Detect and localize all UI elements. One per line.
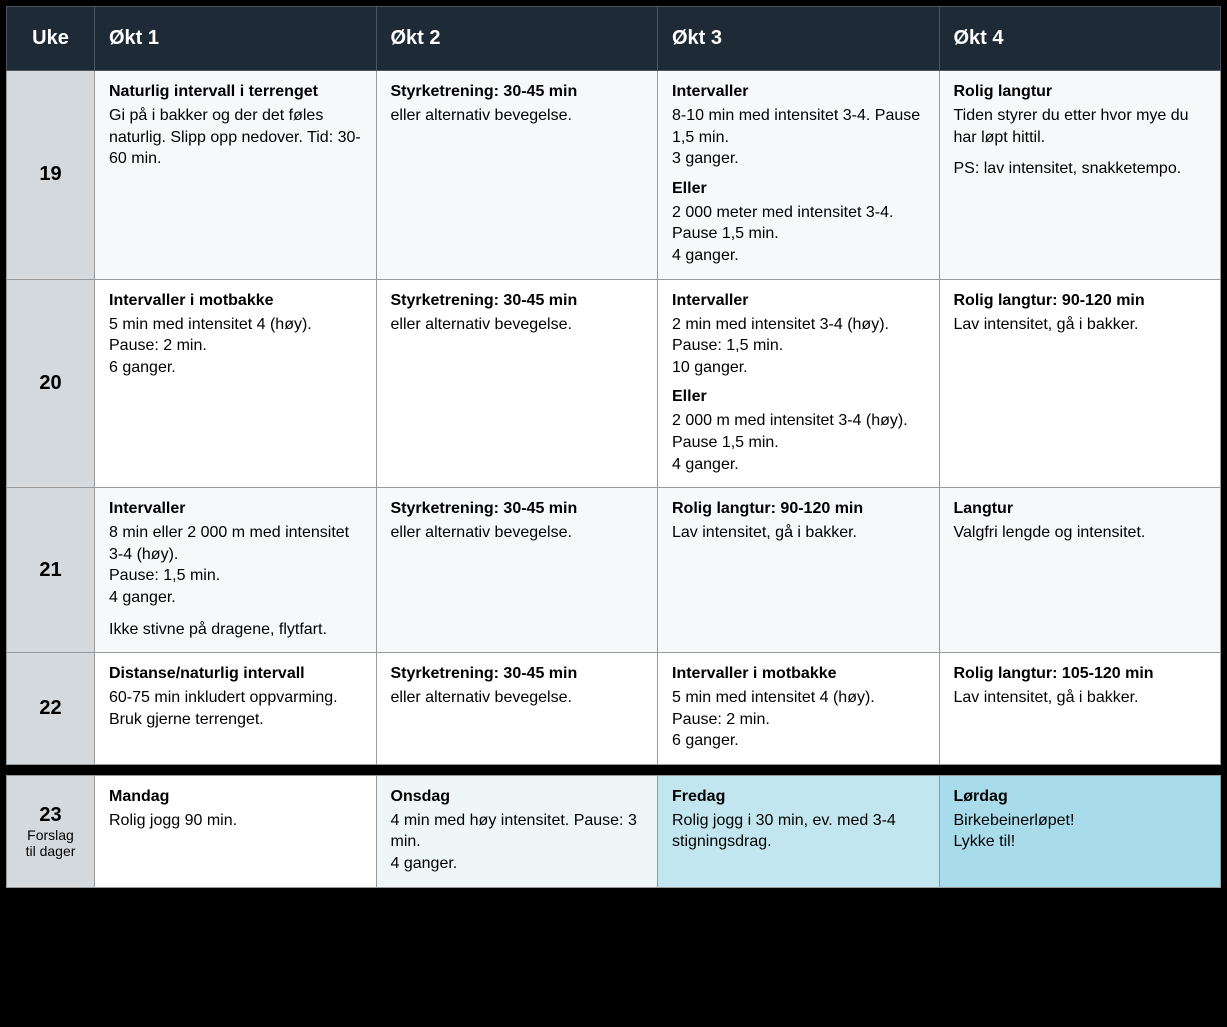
footer-cell-3: Fredag Rolig jogg i 30 min, ev. med 3-4 … (658, 775, 940, 887)
session-cell: Styrketrening: 30-45 min eller alternativ… (376, 71, 658, 280)
footer-c2-body: 4 min med høy intensitet. Pause: 3 min.4… (391, 810, 644, 875)
table-row: 21 Intervaller 8 min eller 2 000 m med int… (7, 488, 1221, 653)
cell-body: eller alternativ bevegelse. (391, 314, 644, 336)
session-cell: Intervaller 8 min eller 2 000 m med inten… (95, 488, 377, 653)
cell-body: eller alternativ bevegelse. (391, 522, 644, 544)
cell-body: Lav intensitet, gå i bakker. (672, 522, 925, 544)
cell-body: Valgfri lengde og intensitet. (954, 522, 1207, 544)
cell-body: eller alternativ bevegelse. (391, 105, 644, 127)
cell-title: Distanse/naturlig intervall (109, 665, 362, 683)
footer-cell-4: Lørdag Birkebeinerløpet!Lykke til! (939, 775, 1221, 887)
header-week: Uke (7, 7, 95, 71)
session-cell: Intervaller 8-10 min med intensitet 3-4. … (658, 71, 940, 280)
week-cell: 20 (7, 279, 95, 488)
session-cell: Styrketrening: 30-45 min eller alternativ… (376, 279, 658, 488)
cell-title: Rolig langtur: 90-120 min (954, 292, 1207, 310)
footer-week-cell: 23 Forslag til dager (7, 775, 95, 887)
cell-body: 8 min eller 2 000 m med intensitet 3-4 (… (109, 522, 362, 608)
cell-title: Rolig langtur: 105-120 min (954, 665, 1207, 683)
header-row: Uke Økt 1 Økt 2 Økt 3 Økt 4 (7, 7, 1221, 71)
cell-title: Intervaller (672, 292, 925, 310)
header-session-3: Økt 3 (658, 7, 940, 71)
training-plan-footer-table: 23 Forslag til dager Mandag Rolig jogg 9… (6, 775, 1221, 888)
footer-c3-title: Fredag (672, 788, 925, 806)
header-session-4: Økt 4 (939, 7, 1221, 71)
session-cell: Intervaller 2 min med intensitet 3-4 (høy… (658, 279, 940, 488)
footer-c1-title: Mandag (109, 788, 362, 806)
session-cell: Styrketrening: 30-45 min eller alternativ… (376, 653, 658, 765)
session-cell: Langtur Valgfri lengde og intensitet. (939, 488, 1221, 653)
footer-week-number: 23 (39, 804, 61, 826)
cell-body: 8-10 min med intensitet 3-4. Pause 1,5 m… (672, 105, 925, 170)
cell-body: 5 min med intensitet 4 (høy). Pause: 2 m… (672, 687, 925, 752)
session-cell: Styrketrening: 30-45 min eller alternativ… (376, 488, 658, 653)
cell-title: Styrketrening: 30-45 min (391, 292, 644, 310)
footer-cell-1: Mandag Rolig jogg 90 min. (95, 775, 377, 887)
session-cell: Naturlig intervall i terrenget Gi på i ba… (95, 71, 377, 280)
cell-title: Intervaller i motbakke (109, 292, 362, 310)
training-plan-table: Uke Økt 1 Økt 2 Økt 3 Økt 4 19Naturlig i… (6, 6, 1221, 765)
cell-sub-label: Eller (672, 388, 925, 406)
cell-title: Rolig langtur (954, 83, 1207, 101)
cell-body: 5 min med intensitet 4 (høy). Pause: 2 m… (109, 314, 362, 379)
cell-body: 2 min med intensitet 3-4 (høy). Pause: 1… (672, 314, 925, 379)
cell-title: Styrketrening: 30-45 min (391, 500, 644, 518)
footer-week-note: Forslag til dager (21, 827, 80, 859)
cell-extra: Ikke stivne på dragene, flytfart. (109, 619, 362, 641)
footer-c4-title: Lørdag (954, 788, 1207, 806)
header-session-2: Økt 2 (376, 7, 658, 71)
footer-cell-2: Onsdag 4 min med høy intensitet. Pause: … (376, 775, 658, 887)
cell-title: Intervaller (109, 500, 362, 518)
session-cell: Intervaller i motbakke 5 min med intensit… (658, 653, 940, 765)
table-row: 22 Distanse/naturlig intervall 60-75 min i… (7, 653, 1221, 765)
cell-extra: PS: lav intensitet, snakketempo. (954, 158, 1207, 180)
session-cell: Intervaller i motbakke 5 min med intensit… (95, 279, 377, 488)
cell-body: Tiden styrer du etter hvor mye du har lø… (954, 105, 1207, 148)
footer-c2-title: Onsdag (391, 788, 644, 806)
cell-title: Langtur (954, 500, 1207, 518)
table-row: 19 Naturlig intervall i terrenget Gi på i … (7, 71, 1221, 280)
cell-sub-body: 2 000 meter med intensitet 3-4. Pause 1,… (672, 202, 925, 267)
week-cell: 19 (7, 71, 95, 280)
cell-title: Rolig langtur: 90-120 min (672, 500, 925, 518)
cell-body: Lav intensitet, gå i bakker. (954, 687, 1207, 709)
week-cell: 22 (7, 653, 95, 765)
footer-c1-body: Rolig jogg 90 min. (109, 810, 362, 832)
cell-title: Intervaller (672, 83, 925, 101)
table-row: 20 Intervaller i motbakke 5 min med intens… (7, 279, 1221, 488)
cell-sub-body: 2 000 m med intensitet 3-4 (høy). Pause … (672, 410, 925, 475)
footer-c3-body: Rolig jogg i 30 min, ev. med 3-4 stignin… (672, 810, 925, 853)
header-session-1: Økt 1 (95, 7, 377, 71)
cell-body: 60-75 min inkludert oppvarming. Bruk gje… (109, 687, 362, 730)
cell-body: Gi på i bakker og der det føles naturlig… (109, 105, 362, 170)
cell-title: Styrketrening: 30-45 min (391, 665, 644, 683)
session-cell: Rolig langtur: 90-120 min Lav intensitet,… (658, 488, 940, 653)
cell-body: Lav intensitet, gå i bakker. (954, 314, 1207, 336)
footer-c4-body: Birkebeinerløpet!Lykke til! (954, 810, 1207, 853)
cell-title: Styrketrening: 30-45 min (391, 83, 644, 101)
session-cell: Rolig langtur Tiden styrer du etter hvor … (939, 71, 1221, 280)
session-cell: Rolig langtur: 90-120 min Lav intensitet,… (939, 279, 1221, 488)
session-cell: Distanse/naturlig intervall 60-75 min ink… (95, 653, 377, 765)
week-cell: 21 (7, 488, 95, 653)
cell-title: Intervaller i motbakke (672, 665, 925, 683)
session-cell: Rolig langtur: 105-120 min Lav intensitet… (939, 653, 1221, 765)
cell-title: Naturlig intervall i terrenget (109, 83, 362, 101)
cell-body: eller alternativ bevegelse. (391, 687, 644, 709)
cell-sub-label: Eller (672, 180, 925, 198)
footer-row: 23 Forslag til dager Mandag Rolig jogg 9… (7, 775, 1221, 887)
